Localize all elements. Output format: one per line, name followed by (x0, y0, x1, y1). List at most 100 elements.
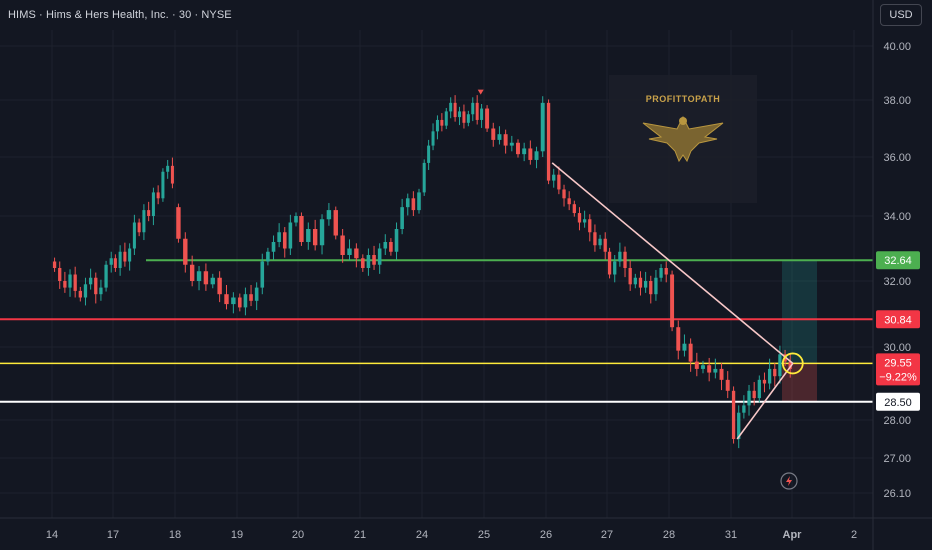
candle-body (88, 277, 93, 285)
candle-body (598, 238, 602, 246)
currency-button[interactable]: USD (880, 4, 922, 26)
price-tag-label: 29.55 (884, 357, 912, 369)
price-tick-label: 32.00 (883, 276, 911, 288)
candle-body (557, 174, 561, 190)
candle-body (176, 207, 181, 239)
candle-body (411, 198, 416, 211)
candle-body (572, 204, 576, 214)
candle-body (528, 148, 533, 160)
highlight-circle[interactable] (781, 352, 804, 375)
candle-body (757, 379, 761, 399)
candle-body (552, 174, 556, 181)
candle-body (607, 251, 612, 275)
time-tick-label: Apr (783, 529, 803, 541)
candle-body (725, 379, 730, 391)
price-tick-label: 27.00 (883, 453, 911, 465)
candle-body (654, 277, 658, 295)
candle-body (444, 111, 448, 126)
candle-body (183, 238, 188, 265)
candle-body (249, 294, 253, 301)
candle-body (623, 251, 627, 268)
candle-body (196, 271, 202, 281)
candle-body (377, 248, 382, 265)
candle-body (427, 145, 431, 163)
descending-trendline[interactable] (551, 162, 794, 365)
candle-body (603, 238, 607, 252)
candle-body (394, 229, 399, 252)
candle-body (224, 294, 229, 305)
time-tick-label: 21 (354, 529, 366, 541)
candle-body (319, 219, 325, 246)
price-tick-label: 30.00 (883, 342, 911, 354)
candle-body (752, 390, 756, 399)
candle-body (788, 361, 792, 369)
candle-body (68, 274, 72, 288)
marker-arrow-icon (477, 89, 484, 95)
candle-body (491, 128, 496, 140)
candle-body (288, 222, 293, 249)
eagle-icon (642, 115, 724, 163)
price-tick-label: 34.00 (883, 211, 911, 223)
candle-body (104, 264, 108, 288)
candle-body (306, 229, 311, 242)
candle-body (546, 102, 551, 181)
candle-body (688, 343, 693, 362)
time-axis[interactable]: 14 17 18 19 20 21 24 25 26 27 28 31 Apr 2 (0, 517, 932, 541)
price-tag-label: 32.64 (884, 255, 912, 267)
candles (52, 89, 792, 449)
ascending-trendline[interactable] (736, 362, 794, 440)
candle-body (94, 277, 98, 295)
price-tag-28.50 (876, 392, 920, 411)
profit-zone[interactable] (782, 260, 817, 364)
candle-body (83, 284, 88, 298)
time-tick-label: 2 (851, 529, 857, 541)
candle-body (475, 102, 479, 120)
candle-body (522, 148, 527, 155)
candle-body (694, 361, 699, 369)
candle-body (326, 210, 332, 220)
candle-body (466, 114, 470, 123)
candle-body (266, 251, 270, 262)
watermark-logo: PROFITTOPATH (609, 75, 757, 203)
candle-body (170, 165, 174, 184)
candle-body (238, 297, 242, 308)
candle-body (294, 216, 298, 223)
candle-body (588, 219, 592, 233)
candle-body (480, 108, 484, 120)
candle-body (417, 192, 421, 211)
candle-body (562, 189, 566, 199)
candle-body (618, 251, 622, 262)
candle-body (664, 268, 668, 275)
candle-body (282, 232, 287, 249)
candle-body (333, 210, 338, 236)
alert-icon[interactable] (780, 472, 798, 490)
price-tick-label: 36.00 (883, 152, 911, 164)
candle-body (719, 368, 724, 380)
candle-body (431, 131, 435, 146)
position-box[interactable] (782, 260, 817, 402)
price-tick-label: 26.10 (883, 488, 911, 500)
price-tick-label: 40.00 (883, 41, 911, 53)
price-axis[interactable]: 40.00 38.00 36.00 34.00 32.00 30.00 28.00 27.00… (872, 0, 911, 550)
price-tags: 32.64 30.84 29.55 −9.22% 28.50 (876, 251, 920, 411)
price-tag-32.64 (876, 251, 920, 270)
symbol-title[interactable]: HIMS · Hims & Hers Health, Inc. · 30 · N… (8, 9, 232, 21)
loss-zone[interactable] (782, 363, 817, 402)
time-tick-label: 28 (663, 529, 675, 541)
candle-body (628, 268, 632, 285)
candle-body (400, 207, 404, 229)
price-tag-label: 28.50 (884, 397, 912, 409)
candle-body (638, 277, 643, 288)
grid (0, 30, 873, 518)
candle-body (435, 119, 439, 132)
candle-body (633, 277, 637, 285)
candle-body (767, 368, 772, 384)
candle-body (613, 261, 617, 275)
candle-body (389, 242, 393, 252)
candle-body (778, 354, 782, 377)
price-tick-label: 38.00 (883, 95, 911, 107)
candle-body (78, 290, 82, 298)
trendlines[interactable] (551, 162, 804, 440)
candle-body (516, 142, 520, 155)
